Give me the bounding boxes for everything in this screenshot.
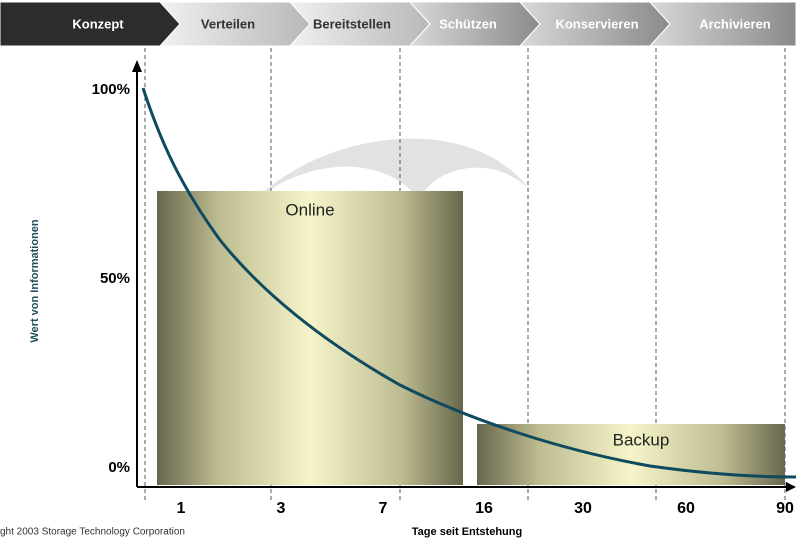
x-tick-label: 7: [379, 500, 388, 517]
y-tick-label: 0%: [108, 459, 130, 476]
x-tick-label: 30: [574, 500, 592, 517]
x-tick-label: 3: [277, 500, 286, 517]
box-label: Backup: [613, 430, 670, 449]
y-tick-label: 50%: [100, 270, 130, 287]
phase-label: Konservieren: [555, 16, 638, 31]
swoosh: [250, 138, 530, 205]
phase-chevron: [648, 1, 796, 47]
x-tick-label: 16: [475, 500, 493, 517]
phase-label: Konzept: [72, 16, 124, 31]
x-arrow: [786, 482, 796, 492]
x-tick-label: 1: [177, 500, 186, 517]
y-axis-title: Wert von Informationen: [29, 219, 41, 343]
y-arrow: [132, 60, 142, 72]
x-axis-title: Tage seit Entstehung: [412, 526, 522, 538]
phase-label: Bereitstellen: [313, 16, 391, 31]
value-curve: [141, 87, 796, 479]
x-tick-label: 90: [776, 500, 794, 517]
phase-label: Schützen: [439, 16, 497, 31]
y-tick-label: 100%: [92, 81, 130, 98]
x-tick-label: 60: [677, 500, 695, 517]
online-box: [157, 191, 463, 485]
phase-label: Archivieren: [699, 16, 771, 31]
phase-label: Verteilen: [201, 16, 255, 31]
copyright: ght 2003 Storage Technology Corporation: [0, 527, 185, 538]
box-label: Online: [285, 200, 334, 219]
